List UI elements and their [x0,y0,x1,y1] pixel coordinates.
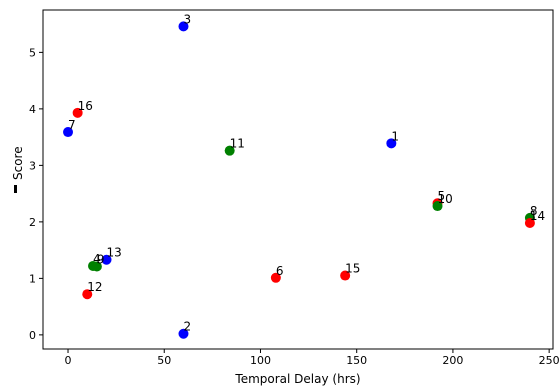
y-axis-label: Score [11,146,25,180]
data-point-15 [340,270,351,281]
y-tick-label: 3 [29,159,36,172]
x-tick-label: 250 [539,354,559,367]
data-point-label-2: 2 [183,320,191,334]
y-tick-label: 4 [29,103,36,116]
data-point-7 [63,127,74,138]
y-axis-ticks: 0 1 2 3 4 5 [29,46,43,342]
x-tick-label: 0 [65,354,72,367]
data-point-label-1: 1 [391,129,399,143]
data-point-6 [270,272,281,283]
x-axis-ticks: 0 50 100 150 200 250 [65,349,559,367]
data-point-label-14: 14 [530,209,545,223]
data-point-label-5: 5 [438,189,446,203]
data-point-1 [386,138,397,149]
data-point-9 [91,261,102,272]
data-point-13 [101,254,112,265]
x-tick-label: 100 [250,354,271,367]
data-point-11 [224,145,235,156]
data-point-12 [82,289,93,300]
data-point-label-3: 3 [183,12,191,26]
data-point-10 [432,201,443,212]
y-tick-label: 1 [29,272,36,285]
data-point-label-15: 15 [345,262,360,276]
data-points [63,21,535,339]
y-axis-label-marker [14,185,17,193]
plot-area-frame [42,9,554,350]
x-tick-label: 50 [157,354,171,367]
x-axis-label: Temporal Delay (hrs) [234,372,360,386]
y-tick-label: 2 [29,216,36,229]
data-point-label-9: 9 [97,253,105,267]
data-point-label-12: 12 [87,280,102,294]
data-point-label-10: 10 [438,192,453,206]
y-tick-label: 0 [29,329,36,342]
data-point-14 [524,218,535,229]
data-point-label-11: 11 [230,137,245,151]
data-point-16 [72,107,83,118]
y-tick-label: 5 [29,46,36,59]
x-tick-label: 200 [442,354,463,367]
data-point-label-8: 8 [530,204,538,218]
data-point-label-13: 13 [107,246,122,260]
data-point-label-16: 16 [78,99,93,113]
x-tick-label: 150 [346,354,367,367]
data-point-label-4: 4 [93,252,101,266]
data-point-2 [178,328,189,339]
data-point-3 [178,21,189,32]
data-point-label-6: 6 [276,264,284,278]
data-point-label-7: 7 [68,118,76,132]
